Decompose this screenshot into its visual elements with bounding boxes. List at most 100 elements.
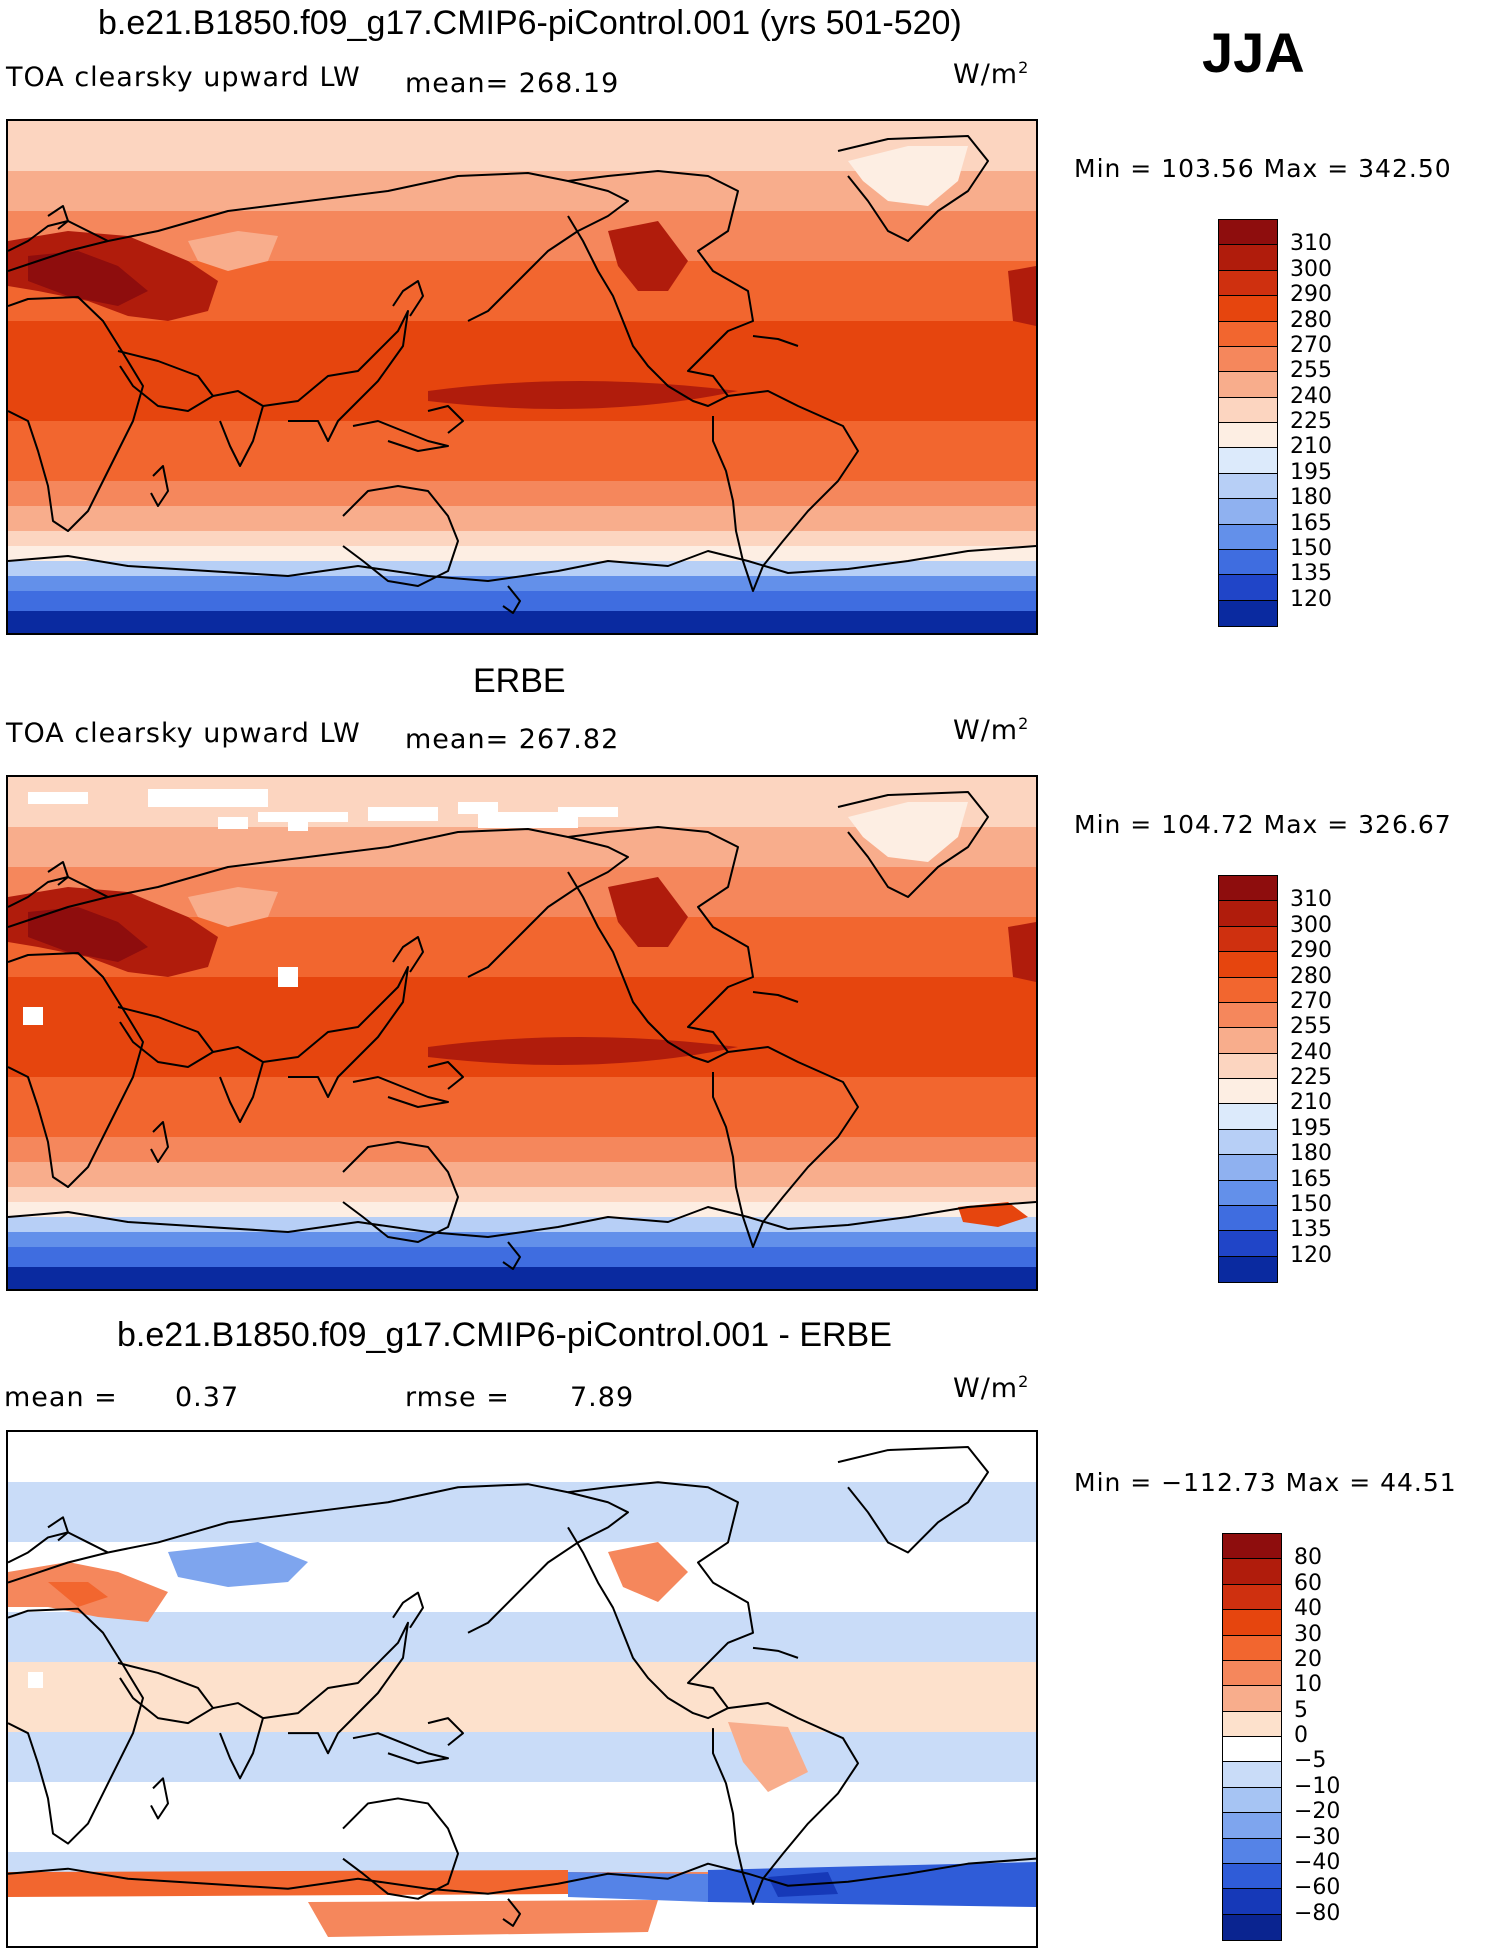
panel1-title: b.e21.B1850.f09_g17.CMIP6-piControl.001 … xyxy=(98,4,962,42)
colorbar-box xyxy=(1223,1635,1281,1661)
colorbar-box xyxy=(1219,1104,1277,1130)
colorbar-label: 180 xyxy=(1290,1141,1332,1167)
panel2-title: ERBE xyxy=(473,662,566,700)
colorbar-box xyxy=(1223,1889,1281,1915)
colorbar-box xyxy=(1219,1053,1277,1079)
america-hotspot xyxy=(608,221,688,291)
colorbar-label: 225 xyxy=(1290,1065,1332,1090)
colorbar-label: −40 xyxy=(1294,1849,1341,1875)
colorbar-box xyxy=(1219,321,1277,347)
colorbar-box xyxy=(1219,926,1277,953)
america-hotspot xyxy=(608,877,688,947)
colorbar-label: 270 xyxy=(1290,332,1332,358)
colorbar-label: 240 xyxy=(1290,383,1332,409)
panel1-variable: TOA clearsky upward LW xyxy=(6,62,361,93)
colorbar-box xyxy=(1219,524,1277,550)
warm-anomaly xyxy=(608,1542,688,1602)
panel2-colorbar xyxy=(1218,875,1278,1283)
colorbar-box xyxy=(1219,600,1277,626)
colorbar-label: 165 xyxy=(1290,1166,1332,1192)
greenland-ice xyxy=(848,802,968,862)
colorbar-label: 290 xyxy=(1290,282,1332,308)
coastline xyxy=(8,1447,1036,1926)
colorbar-box xyxy=(1219,1231,1277,1257)
colorbar-label: 255 xyxy=(1290,1014,1332,1040)
missing-data xyxy=(23,789,618,1025)
colorbar-label: 60 xyxy=(1294,1570,1322,1596)
colorbar-label: 310 xyxy=(1290,887,1332,913)
colorbar-label: 135 xyxy=(1290,1217,1332,1243)
colorbar-label: 150 xyxy=(1290,535,1332,561)
colorbar-label: 210 xyxy=(1290,1090,1332,1116)
panel3-rmse-label: rmse = xyxy=(405,1382,510,1413)
missing-data xyxy=(28,1442,578,1688)
colorbar-label: 280 xyxy=(1290,963,1332,989)
colorbar-box xyxy=(1223,1762,1281,1788)
colorbar-box xyxy=(1223,1711,1281,1737)
panel2-mean: mean= 267.82 xyxy=(405,724,620,755)
colorbar-box xyxy=(1219,372,1277,398)
colorbar-box xyxy=(1223,1686,1281,1712)
shading-bands xyxy=(8,777,1036,1289)
colorbar-label: 80 xyxy=(1294,1545,1322,1571)
colorbar-box xyxy=(1219,575,1277,601)
panel1-minmax: Min = 103.56 Max = 342.50 xyxy=(1074,154,1452,183)
colorbar-label: −5 xyxy=(1294,1748,1327,1774)
colorbar-box xyxy=(1219,245,1277,271)
colorbar-label: 40 xyxy=(1294,1596,1322,1622)
colorbar-box xyxy=(1223,1863,1281,1890)
colorbar-label: 150 xyxy=(1290,1191,1332,1217)
colorbar-box xyxy=(1223,1838,1281,1864)
colorbar-box xyxy=(1223,1737,1281,1763)
panel1-mean: mean= 268.19 xyxy=(405,68,620,99)
colorbar-label: 30 xyxy=(1294,1621,1322,1647)
colorbar-box xyxy=(1219,1205,1277,1232)
panel3-mean-value: 0.37 xyxy=(175,1382,240,1413)
colorbar-label: 280 xyxy=(1290,307,1332,333)
panel3-map xyxy=(6,1430,1038,1948)
colorbar-box xyxy=(1219,1180,1277,1206)
colorbar-label: 225 xyxy=(1290,409,1332,434)
colorbar-box xyxy=(1219,1079,1277,1105)
panel3-rmse-value: 7.89 xyxy=(570,1382,635,1413)
colorbar-box xyxy=(1223,1787,1281,1814)
greenland-ice xyxy=(848,146,968,206)
colorbar-label: 135 xyxy=(1290,561,1332,587)
colorbar-box xyxy=(1219,1129,1277,1156)
tibet-region xyxy=(188,887,278,927)
panel3-mean-label: mean = xyxy=(4,1382,118,1413)
panel3-title: b.e21.B1850.f09_g17.CMIP6-piControl.001 … xyxy=(117,1316,892,1354)
colorbar-label: 255 xyxy=(1290,358,1332,384)
colorbar-box xyxy=(1219,901,1277,927)
colorbar-box xyxy=(1219,876,1277,902)
colorbar-box xyxy=(1219,1028,1277,1054)
warm-anomaly xyxy=(48,1582,108,1607)
colorbar-label: −20 xyxy=(1294,1799,1341,1825)
colorbar-label: 120 xyxy=(1290,586,1332,612)
colorbar-label: 270 xyxy=(1290,988,1332,1014)
colorbar-box xyxy=(1223,1813,1281,1839)
colorbar-label: −30 xyxy=(1294,1824,1341,1850)
colorbar-label: 0 xyxy=(1294,1723,1308,1748)
colorbar-box xyxy=(1219,1256,1277,1282)
colorbar-box xyxy=(1219,346,1277,373)
southern-ocean-warm xyxy=(8,1870,568,1897)
colorbar-label: 240 xyxy=(1290,1039,1332,1065)
antarctic-warm xyxy=(308,1900,658,1937)
colorbar-label: −80 xyxy=(1294,1900,1341,1926)
pacific-maximum xyxy=(428,1037,738,1065)
colorbar-label: 310 xyxy=(1290,231,1332,257)
cool-anomaly xyxy=(168,1542,308,1587)
season-label: JJA xyxy=(1202,21,1305,84)
colorbar-box xyxy=(1223,1534,1281,1560)
colorbar-label: 195 xyxy=(1290,459,1332,485)
panel3-colorbar xyxy=(1222,1533,1282,1941)
colorbar-box xyxy=(1223,1660,1281,1687)
colorbar-box xyxy=(1219,977,1277,1003)
panel1-map xyxy=(6,119,1038,635)
panel2-variable: TOA clearsky upward LW xyxy=(6,718,361,749)
panel1-unit: W/m2 xyxy=(953,58,1030,90)
colorbar-box xyxy=(1219,549,1277,576)
colorbar-box xyxy=(1219,499,1277,525)
panel3-minmax: Min = −112.73 Max = 44.51 xyxy=(1074,1468,1457,1497)
